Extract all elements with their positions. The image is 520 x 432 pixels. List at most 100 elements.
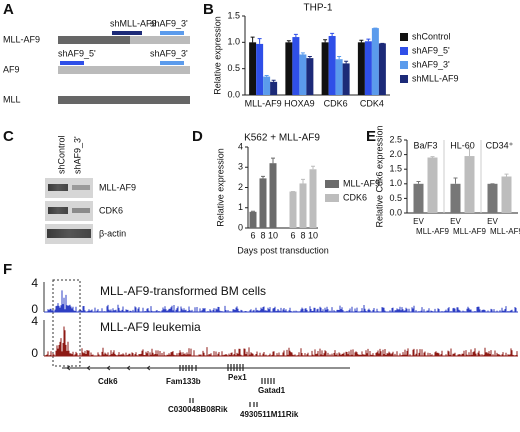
bar [371,28,379,95]
x-tick-label: 8 [300,230,305,240]
blot-band [47,229,91,238]
track-tick-label: 0 [31,302,38,316]
shrna-label: shMLL-AF9 [110,18,157,28]
gene-label: Pex1 [228,373,247,382]
y-tick-label: 1.5 [389,164,402,174]
legend-swatch [325,194,339,202]
gene-label: Fam133b [166,377,201,386]
error-bar [257,38,262,44]
bar [270,81,278,95]
legend-swatch [400,75,408,83]
legend-swatch [400,61,408,69]
bar [292,37,300,95]
lane-label: shAF9_3' [72,136,82,174]
bar [256,43,264,95]
bar [342,63,350,95]
blot-strip [45,201,93,221]
protein-label: CDK6 [99,205,123,215]
row-label: MLL-AF9 [3,34,40,44]
y-tick-label: 2 [238,182,243,192]
y-tick-label: 3 [238,162,243,172]
error-bar [311,165,315,170]
y-tick-label: 2.5 [389,134,402,144]
panel-label: A [3,1,14,18]
x-tick-label: CDK6 [324,98,348,108]
track-tick-label: 4 [31,276,38,290]
shrna-site [60,61,84,65]
af9-segment [130,36,190,44]
error-bar [344,60,349,64]
panel-label: F [3,261,12,278]
shrna-label: shAF9_3' [150,18,188,28]
bar [364,41,372,95]
af9-bar [58,66,190,74]
panel-label: B [203,1,214,18]
x-tick-label: EV [450,217,461,226]
gene-label: Cdk6 [98,377,118,386]
blot-band [48,207,68,214]
bar [413,183,424,213]
x-tick-label: MLL-AF9 [245,98,282,108]
error-bar [504,173,509,177]
row-label: MLL [3,94,21,104]
track-label: MLL-AF9-transformed BM cells [100,284,266,298]
blot-band [72,185,90,190]
x-tick-label: EV [413,217,424,226]
mll-bar [58,96,190,104]
blot-band [72,208,90,213]
shrna-site [160,31,184,35]
error-bar [293,33,298,38]
construct-diagram: MLL-AF9 AF9 MLL shMLL-AF9 shAF9_3' shAF9… [3,18,190,104]
gene-label: C030048B08Rik [168,405,228,414]
x-tick-label: MLL-AF9 [490,227,520,236]
exons [179,364,275,407]
bar [309,169,317,228]
panel-label: C [3,128,14,145]
x-tick-label: HOXA9 [284,98,315,108]
bar [263,76,271,95]
x-tick-label: EV [487,217,498,226]
error-bar [264,75,269,77]
error-bar [250,36,255,43]
track-tick-label: 0 [31,346,38,360]
bar [249,211,257,228]
error-bar [307,56,312,59]
error-bar [416,180,421,184]
legend-label: CDK6 [343,192,367,202]
error-bar [271,157,275,164]
error-bar [286,40,291,43]
highlight-box [52,279,81,367]
chart-title: THP-1 [304,3,333,14]
panel-label: E [366,128,376,145]
row-label: AF9 [3,64,20,74]
panel-label: D [192,128,203,145]
y-tick-label: 0.0 [389,207,402,217]
bar [299,183,307,228]
bar [289,191,297,228]
error-bar [330,32,335,37]
bar [249,42,257,95]
group-label: CD34⁺ [486,140,514,150]
bar [501,176,512,213]
shrna-label: shAF9_3' [150,48,188,58]
chart-title: K562 + MLL-AF9 [244,133,320,144]
track-tick-label: 4 [31,314,38,328]
legend-swatch [400,47,408,55]
y-tick-label: 4 [238,141,243,151]
legend-swatch [325,180,339,188]
x-tick-label: 6 [290,230,295,240]
bar [328,36,336,95]
x-tick-label: 10 [308,230,318,240]
blot-strip [45,178,93,198]
bar [487,183,498,213]
bar [299,54,307,95]
gene-label: 4930511M11Rik [240,410,299,419]
bar [378,43,386,95]
error-bar [337,56,342,60]
legend-label: shAF9_5' [412,45,450,55]
y-tick-label: 1 [238,202,243,212]
blot-band [48,184,68,191]
error-bar [251,210,255,212]
western-blot: shControl shAF9_3' MLL-AF9 CDK6 β-actin [45,135,136,244]
